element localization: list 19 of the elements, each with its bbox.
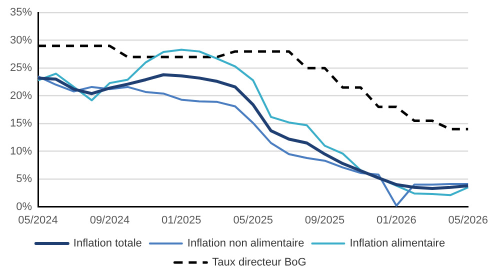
y-tick-label: 25%: [10, 62, 32, 74]
x-tick-label: 05/2025: [233, 214, 273, 226]
legend-label: Taux directeur BoG: [212, 256, 306, 269]
legend-label: Inflation non alimentaire: [187, 238, 304, 250]
y-tick-label: 30%: [10, 34, 32, 46]
x-tick-label: 01/2025: [162, 214, 202, 226]
y-tick-label: 10%: [10, 145, 32, 158]
y-tick-label: 5%: [16, 173, 32, 186]
x-tick-label: 01/2026: [376, 214, 416, 226]
x-tick-label: 09/2025: [304, 214, 345, 226]
legend-label: Inflation alimentaire: [350, 238, 446, 250]
y-tick-label: 0%: [16, 200, 32, 213]
y-tick-label: 20%: [10, 90, 32, 102]
y-tick-label: 35%: [10, 6, 32, 19]
y-tick-label: 15%: [10, 118, 32, 130]
x-tick-label: 05/2024: [18, 214, 58, 226]
x-tick-label: 05/2026: [448, 214, 488, 226]
x-tick-label: 09/2024: [90, 214, 130, 226]
legend-label: Inflation totale: [73, 238, 142, 250]
